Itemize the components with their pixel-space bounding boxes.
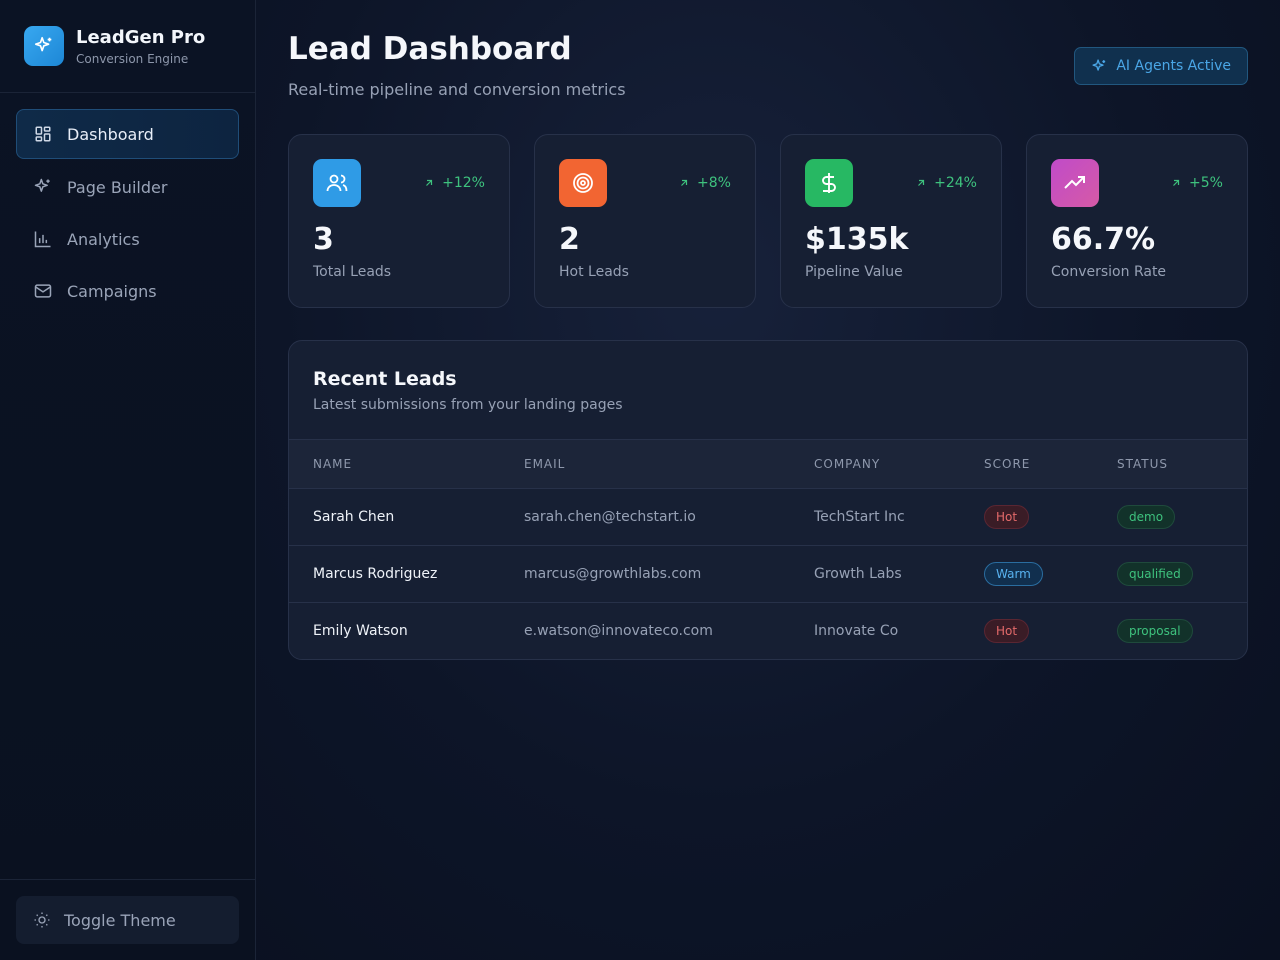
- sidebar: LeadGen Pro Conversion Engine Dashboard …: [0, 0, 256, 960]
- sparkles-icon: [24, 26, 64, 66]
- stat-change-value: +5%: [1189, 175, 1223, 191]
- ai-agents-badge[interactable]: AI Agents Active: [1074, 47, 1248, 85]
- stat-value: 2: [559, 222, 580, 257]
- sidebar-item-dashboard[interactable]: Dashboard: [16, 109, 239, 159]
- stat-change-value: +24%: [934, 175, 977, 191]
- stat-change: +8%: [678, 175, 731, 191]
- stat-card-pipeline-value: +24% $135k Pipeline Value: [780, 134, 1002, 308]
- main-content: Lead Dashboard Real-time pipeline and co…: [256, 0, 1280, 960]
- stat-change: +12%: [423, 175, 485, 191]
- lead-company: TechStart Inc: [814, 508, 905, 525]
- column-header-email[interactable]: EMAIL: [524, 456, 566, 471]
- stat-change-value: +8%: [697, 175, 731, 191]
- stat-label: Pipeline Value: [805, 264, 903, 280]
- stat-value: 66.7%: [1051, 222, 1156, 257]
- bar-chart-icon: [33, 229, 53, 249]
- lead-email: sarah.chen@techstart.io: [524, 508, 696, 525]
- arrow-up-right-icon: [915, 177, 927, 189]
- page-header: Lead Dashboard Real-time pipeline and co…: [288, 30, 1248, 99]
- score-badge: Hot: [984, 504, 1030, 529]
- brand-subtitle: Conversion Engine: [76, 51, 189, 66]
- stat-value: $135k: [805, 222, 909, 257]
- toggle-theme-button[interactable]: Toggle Theme: [16, 896, 239, 944]
- arrow-up-right-icon: [678, 177, 690, 189]
- stat-card-hot-leads: +8% 2 Hot Leads: [534, 134, 756, 308]
- sidebar-item-page-builder[interactable]: Page Builder: [16, 163, 239, 211]
- sidebar-footer: Toggle Theme: [0, 879, 255, 960]
- sidebar-item-analytics[interactable]: Analytics: [16, 215, 239, 263]
- table-header-row: NAME EMAIL COMPANY SCORE STATUS: [289, 440, 1247, 488]
- lead-company: Innovate Co: [814, 622, 899, 639]
- lead-email: marcus@growthlabs.com: [524, 565, 702, 582]
- stat-value: 3: [313, 222, 334, 257]
- sparkles-icon: [1091, 58, 1108, 75]
- table-row[interactable]: Emily Watson e.watson@innovateco.com Inn…: [289, 602, 1247, 659]
- stat-label: Conversion Rate: [1051, 264, 1167, 280]
- sidebar-nav: Dashboard Page Builder Analytics Campaig…: [0, 93, 255, 879]
- stat-change: +5%: [1170, 175, 1223, 191]
- sparkles-icon: [33, 177, 53, 197]
- column-header-status[interactable]: STATUS: [1117, 456, 1169, 471]
- table-row[interactable]: Sarah Chen sarah.chen@techstart.io TechS…: [289, 488, 1247, 545]
- sidebar-item-label: Campaigns: [67, 281, 157, 301]
- brand: LeadGen Pro Conversion Engine: [0, 0, 255, 93]
- column-header-name[interactable]: NAME: [313, 456, 353, 471]
- lead-email: e.watson@innovateco.com: [524, 622, 713, 639]
- recent-leads-card: Recent Leads Latest submissions from you…: [288, 340, 1248, 660]
- trending-up-icon: [1051, 159, 1099, 207]
- sidebar-item-campaigns[interactable]: Campaigns: [16, 267, 239, 315]
- stat-card-total-leads: +12% 3 Total Leads: [288, 134, 510, 308]
- stats-row: +12% 3 Total Leads +8% 2 Hot Lead: [288, 134, 1248, 308]
- toggle-theme-label: Toggle Theme: [64, 910, 176, 930]
- stat-label: Total Leads: [313, 264, 392, 280]
- stat-change-value: +12%: [442, 175, 485, 191]
- leads-table: NAME EMAIL COMPANY SCORE STATUS Sarah Ch…: [289, 440, 1247, 659]
- status-badge: demo: [1117, 504, 1176, 529]
- mail-icon: [33, 281, 53, 301]
- arrow-up-right-icon: [423, 177, 435, 189]
- column-header-score[interactable]: SCORE: [984, 456, 1031, 471]
- sidebar-item-label: Analytics: [67, 229, 140, 249]
- recent-leads-title: Recent Leads: [313, 368, 457, 390]
- score-badge: Warm: [984, 561, 1043, 586]
- lead-name: Emily Watson: [313, 622, 408, 639]
- score-badge: Hot: [984, 618, 1030, 643]
- stat-label: Hot Leads: [559, 264, 629, 280]
- ai-agents-label: AI Agents Active: [1116, 58, 1231, 74]
- users-icon: [313, 159, 361, 207]
- page-subtitle: Real-time pipeline and conversion metric…: [288, 80, 626, 99]
- brand-name: LeadGen Pro: [76, 26, 206, 48]
- lead-company: Growth Labs: [814, 565, 902, 582]
- dashboard-icon: [33, 124, 53, 144]
- stat-change: +24%: [915, 175, 977, 191]
- lead-name: Marcus Rodriguez: [313, 565, 438, 582]
- sun-icon: [32, 910, 52, 930]
- recent-leads-subtitle: Latest submissions from your landing pag…: [313, 397, 623, 413]
- page-title: Lead Dashboard: [288, 31, 572, 67]
- dollar-icon: [805, 159, 853, 207]
- lead-name: Sarah Chen: [313, 508, 395, 525]
- table-row[interactable]: Marcus Rodriguez marcus@growthlabs.com G…: [289, 545, 1247, 602]
- status-badge: qualified: [1117, 561, 1193, 586]
- stat-card-conversion-rate: +5% 66.7% Conversion Rate: [1026, 134, 1248, 308]
- sidebar-item-label: Dashboard: [67, 124, 154, 144]
- column-header-company[interactable]: COMPANY: [814, 456, 881, 471]
- arrow-up-right-icon: [1170, 177, 1182, 189]
- sidebar-item-label: Page Builder: [67, 177, 168, 197]
- status-badge: proposal: [1117, 618, 1193, 643]
- target-icon: [559, 159, 607, 207]
